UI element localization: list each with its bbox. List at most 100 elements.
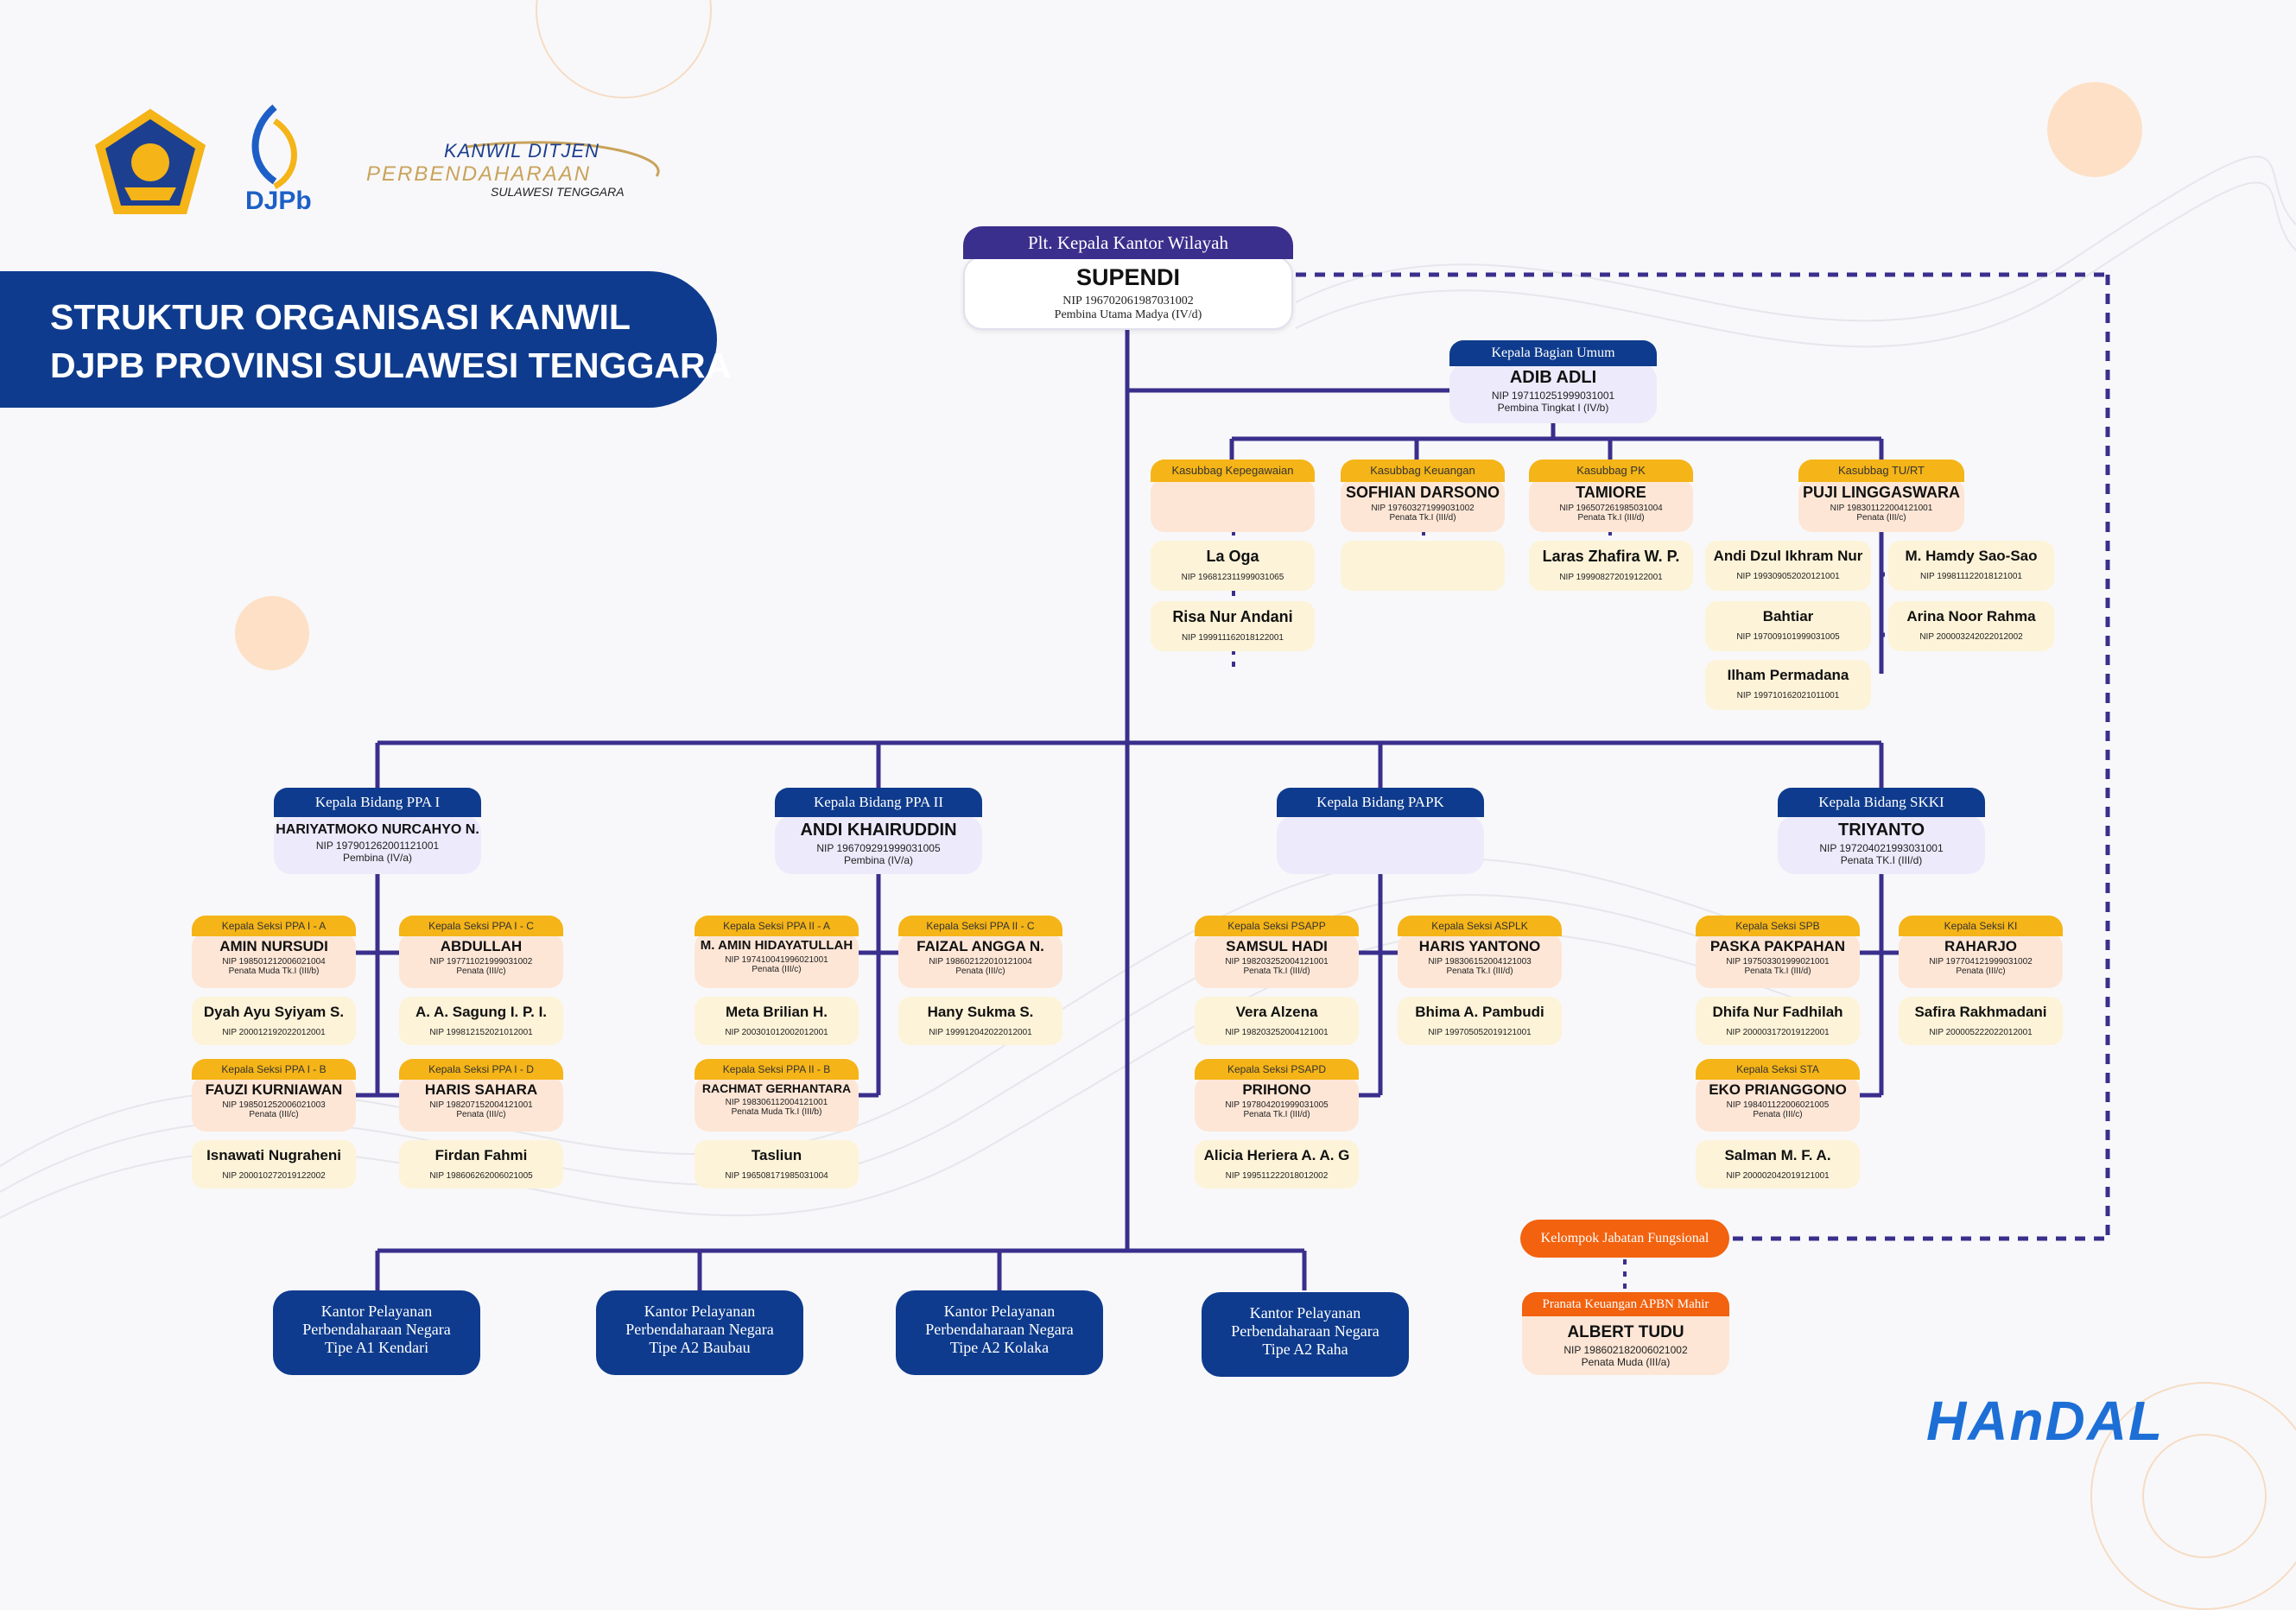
office-line2: Perbendaharaan Negara bbox=[302, 1321, 451, 1338]
staff-nip: NIP 200301012002012001 bbox=[725, 1028, 828, 1037]
staff-meta-brilian[interactable]: Meta Brilian H. NIP 200301012002012001 bbox=[695, 997, 859, 1045]
staff-andi-dzul[interactable]: Andi Dzul Ikhram Nur NIP 199309052020121… bbox=[1705, 541, 1871, 591]
kabid-rank: Penata TK.I (III/d) bbox=[1840, 854, 1923, 866]
office-line1: Kantor Pelayanan bbox=[943, 1303, 1056, 1320]
kasi-psapd-title: Kepala Seksi PSAPD bbox=[1195, 1059, 1359, 1080]
staff-dhifa[interactable]: Dhifa Nur Fadhilah NIP 20000317201912200… bbox=[1696, 997, 1860, 1045]
kasi-name: ABDULLAH bbox=[440, 938, 523, 954]
kabid-ppa2-card[interactable]: ANDI KHAIRUDDIN NIP 196709291999031005 P… bbox=[775, 815, 982, 874]
staff-safira[interactable]: Safira Rakhmadani NIP 200005222022012001 bbox=[1899, 997, 2063, 1045]
kanwil-logo-line1: KANWIL DITJEN bbox=[444, 140, 600, 162]
kasi-nip: NIP 198602122010121004 bbox=[929, 957, 1032, 967]
kasi-asplk-title: Kepala Seksi ASPLK bbox=[1398, 916, 1562, 936]
staff-bahtiar[interactable]: Bahtiar NIP 197009101999031005 bbox=[1705, 601, 1871, 651]
office-line2: Perbendaharaan Negara bbox=[1231, 1322, 1380, 1340]
kppn-raha-card[interactable]: Kantor Pelayanan Perbendaharaan Negara T… bbox=[1202, 1292, 1409, 1377]
kasi-rank: Penata Tk.I (III/d) bbox=[1744, 967, 1811, 976]
kasi-nip: NIP 198306152004121003 bbox=[1428, 957, 1532, 967]
jabfung-group-pill[interactable]: Kelompok Jabatan Fungsional bbox=[1520, 1220, 1729, 1258]
kasi-name: RACHMAT GERHANTARA bbox=[701, 1081, 852, 1095]
kasi-name: FAUZI KURNIAWAN bbox=[205, 1081, 343, 1098]
kasi-ppa2-a-title: Kepala Seksi PPA II - A bbox=[695, 916, 859, 936]
kasi-ppa1-d-card[interactable]: HARIS SAHARA NIP 198207152004121001 Pena… bbox=[399, 1076, 563, 1131]
staff-a-a-sagung[interactable]: A. A. Sagung I. P. I. NIP 19981215202101… bbox=[399, 997, 563, 1045]
kasubbag-turt-card[interactable]: PUJI LINGGASWARA NIP 198301122004121001 … bbox=[1798, 479, 1964, 532]
kppn-kendari-card[interactable]: Kantor Pelayanan Perbendaharaan Negara T… bbox=[273, 1290, 480, 1375]
djpb-logo-icon bbox=[251, 104, 297, 190]
kabid-name: ANDI KHAIRUDDIN bbox=[800, 821, 957, 840]
jabfung-card[interactable]: ALBERT TUDU NIP 198602182006021002 Penat… bbox=[1522, 1313, 1729, 1375]
kppn-kolaka-card[interactable]: Kantor Pelayanan Perbendaharaan Negara T… bbox=[896, 1290, 1103, 1375]
staff-laras-zhafira[interactable]: Laras Zhafira W. P. NIP 1999082720191220… bbox=[1529, 541, 1693, 591]
kasi-psapp-card[interactable]: SAMSUL HADI NIP 198203252004121001 Penat… bbox=[1195, 933, 1359, 988]
page-title-line1: STRUKTUR ORGANISASI KANWIL bbox=[50, 297, 631, 337]
staff-nip: NIP 197009101999031005 bbox=[1736, 632, 1840, 642]
kasi-name: AMIN NURSUDI bbox=[219, 938, 328, 954]
staff-name: Isnawati Nugraheni bbox=[206, 1147, 341, 1163]
staff-nip: NIP 199912042022012001 bbox=[929, 1028, 1032, 1037]
kasi-sta-card[interactable]: EKO PRIANGGONO NIP 198401122006021005 Pe… bbox=[1696, 1076, 1860, 1131]
staff-dyah-ayu[interactable]: Dyah Ayu Syiyam S. NIP 20001219202201200… bbox=[192, 997, 356, 1045]
staff-isnawati[interactable]: Isnawati Nugraheni NIP 20001027201912200… bbox=[192, 1140, 356, 1188]
kasubbag-keuangan-rank: Penata Tk.I (III/d) bbox=[1389, 513, 1456, 523]
staff-salman[interactable]: Salman M. F. A. NIP 200002042019121001 bbox=[1696, 1140, 1860, 1188]
kasubbag-keuangan-card[interactable]: SOFHIAN DARSONO NIP 197603271999031002 P… bbox=[1341, 479, 1505, 532]
kasi-asplk-card[interactable]: HARIS YANTONO NIP 198306152004121003 Pen… bbox=[1398, 933, 1562, 988]
staff-name: Hany Sukma S. bbox=[927, 1004, 1034, 1020]
staff-ilham-permadana[interactable]: Ilham Permadana NIP 199710162021011001 bbox=[1705, 660, 1871, 710]
kasi-psapd-card[interactable]: PRIHONO NIP 197804201999031005 Penata Tk… bbox=[1195, 1076, 1359, 1131]
kasi-ppa1-a-card[interactable]: AMIN NURSUDI NIP 198501212006021004 Pena… bbox=[192, 933, 356, 988]
kakanwil-title: Plt. Kepala Kantor Wilayah bbox=[963, 226, 1293, 259]
kabag-umum-card[interactable]: ADIB ADLI NIP 197110251999031001 Pembina… bbox=[1449, 363, 1657, 423]
kasi-ki-card[interactable]: RAHARJO NIP 197704121999031002 Penata (I… bbox=[1899, 933, 2063, 988]
kanwil-logo-swoosh bbox=[466, 141, 660, 177]
kasubbag-pk-card[interactable]: TAMIORE NIP 196507261985031004 Penata Tk… bbox=[1529, 479, 1693, 532]
kasi-ppa2-a-card[interactable]: M. AMIN HIDAYATULLAH NIP 197410041996021… bbox=[695, 933, 859, 988]
kasi-ppa1-c-card[interactable]: ABDULLAH NIP 197711021999031002 Penata (… bbox=[399, 933, 563, 988]
staff-firdan-fahmi[interactable]: Firdan Fahmi NIP 198606262006021005 bbox=[399, 1140, 563, 1188]
kppn-baubau-card[interactable]: Kantor Pelayanan Perbendaharaan Negara T… bbox=[596, 1290, 803, 1375]
kasi-rank: Penata (III/c) bbox=[249, 1110, 299, 1119]
kasi-nip: NIP 198306112004121001 bbox=[725, 1098, 828, 1107]
staff-name: Salman M. F. A. bbox=[1724, 1147, 1831, 1163]
jabfung-nip: NIP 198602182006021002 bbox=[1563, 1344, 1688, 1356]
kasi-name: RAHARJO bbox=[1944, 938, 2018, 954]
staff-nip: NIP 199812152021012001 bbox=[429, 1028, 533, 1037]
kabid-skki-card[interactable]: TRIYANTO NIP 197204021993031001 Penata T… bbox=[1778, 815, 1985, 874]
kasi-rank: Penata (III/c) bbox=[1753, 1110, 1803, 1119]
staff-name: Alicia Heriera A. A. G bbox=[1203, 1147, 1350, 1163]
kasi-ppa1-b-card[interactable]: FAUZI KURNIAWAN NIP 198501252006021003 P… bbox=[192, 1076, 356, 1131]
kasubbag-pk-name: TAMIORE bbox=[1576, 484, 1646, 501]
staff-arina-noor-rahma[interactable]: Arina Noor Rahma NIP 200003242022012002 bbox=[1888, 601, 2054, 651]
staff-m-hamdy[interactable]: M. Hamdy Sao-Sao NIP 199811122018121001 bbox=[1888, 541, 2054, 591]
staff-la-oga[interactable]: La Oga NIP 196812311999031065 bbox=[1151, 541, 1315, 591]
kasi-nip: NIP 197711021999031002 bbox=[429, 957, 533, 967]
kasi-rank: Penata Muda Tk.I (III/b) bbox=[731, 1107, 822, 1117]
kabid-name: HARIYATMOKO NURCAHYO N. bbox=[276, 822, 479, 837]
kemenkeu-logo bbox=[95, 109, 206, 214]
kasubbag-kepegawaian-card[interactable] bbox=[1151, 479, 1315, 532]
kakanwil-name: SUPENDI bbox=[1075, 264, 1181, 290]
kasi-spb-card[interactable]: PASKA PAKPAHAN NIP 197503301999021001 Pe… bbox=[1696, 933, 1860, 988]
kasi-ppa2-c-card[interactable]: FAIZAL ANGGA N. NIP 198602122010121004 P… bbox=[898, 933, 1062, 988]
kasi-ppa1-b-title: Kepala Seksi PPA I - B bbox=[192, 1059, 356, 1080]
staff-nip: NIP 200012192022012001 bbox=[222, 1028, 326, 1037]
staff-bhima[interactable]: Bhima A. Pambudi NIP 199705052019121001 bbox=[1398, 997, 1562, 1045]
staff-alicia[interactable]: Alicia Heriera A. A. G NIP 1995112220180… bbox=[1195, 1140, 1359, 1188]
kakanwil-card[interactable]: SUPENDI NIP 196702061987031002 Pembina U… bbox=[963, 256, 1293, 330]
kabag-umum-nip: NIP 197110251999031001 bbox=[1491, 390, 1615, 402]
kasi-nip: NIP 198501212006021004 bbox=[222, 957, 326, 967]
staff-tasliun[interactable]: Tasliun NIP 196508171985031004 bbox=[695, 1140, 859, 1188]
staff-hany-sukma[interactable]: Hany Sukma S. NIP 199912042022012001 bbox=[898, 997, 1062, 1045]
kabid-papk-card[interactable] bbox=[1277, 815, 1484, 874]
staff-vera-alzena[interactable]: Vera Alzena NIP 198203252004121001 bbox=[1195, 997, 1359, 1045]
page-title-line2: DJPB PROVINSI SULAWESI TENGGARA bbox=[50, 345, 732, 385]
kabid-rank: Pembina (IV/a) bbox=[843, 854, 914, 866]
kasi-ppa2-b-card[interactable]: RACHMAT GERHANTARA NIP 19830611200412100… bbox=[695, 1076, 859, 1131]
staff-nip: NIP 200003242022012002 bbox=[1919, 632, 2023, 642]
kasi-ppa2-c-title: Kepala Seksi PPA II - C bbox=[898, 916, 1062, 936]
kasubbag-pk-rank: Penata Tk.I (III/d) bbox=[1577, 513, 1645, 523]
kabid-ppa1-card[interactable]: HARIYATMOKO NURCAHYO N. NIP 197901262001… bbox=[274, 815, 481, 874]
staff-risa-nur-andani[interactable]: Risa Nur Andani NIP 199911162018122001 bbox=[1151, 601, 1315, 651]
kabid-papk-title: Kepala Bidang PAPK bbox=[1277, 788, 1484, 817]
